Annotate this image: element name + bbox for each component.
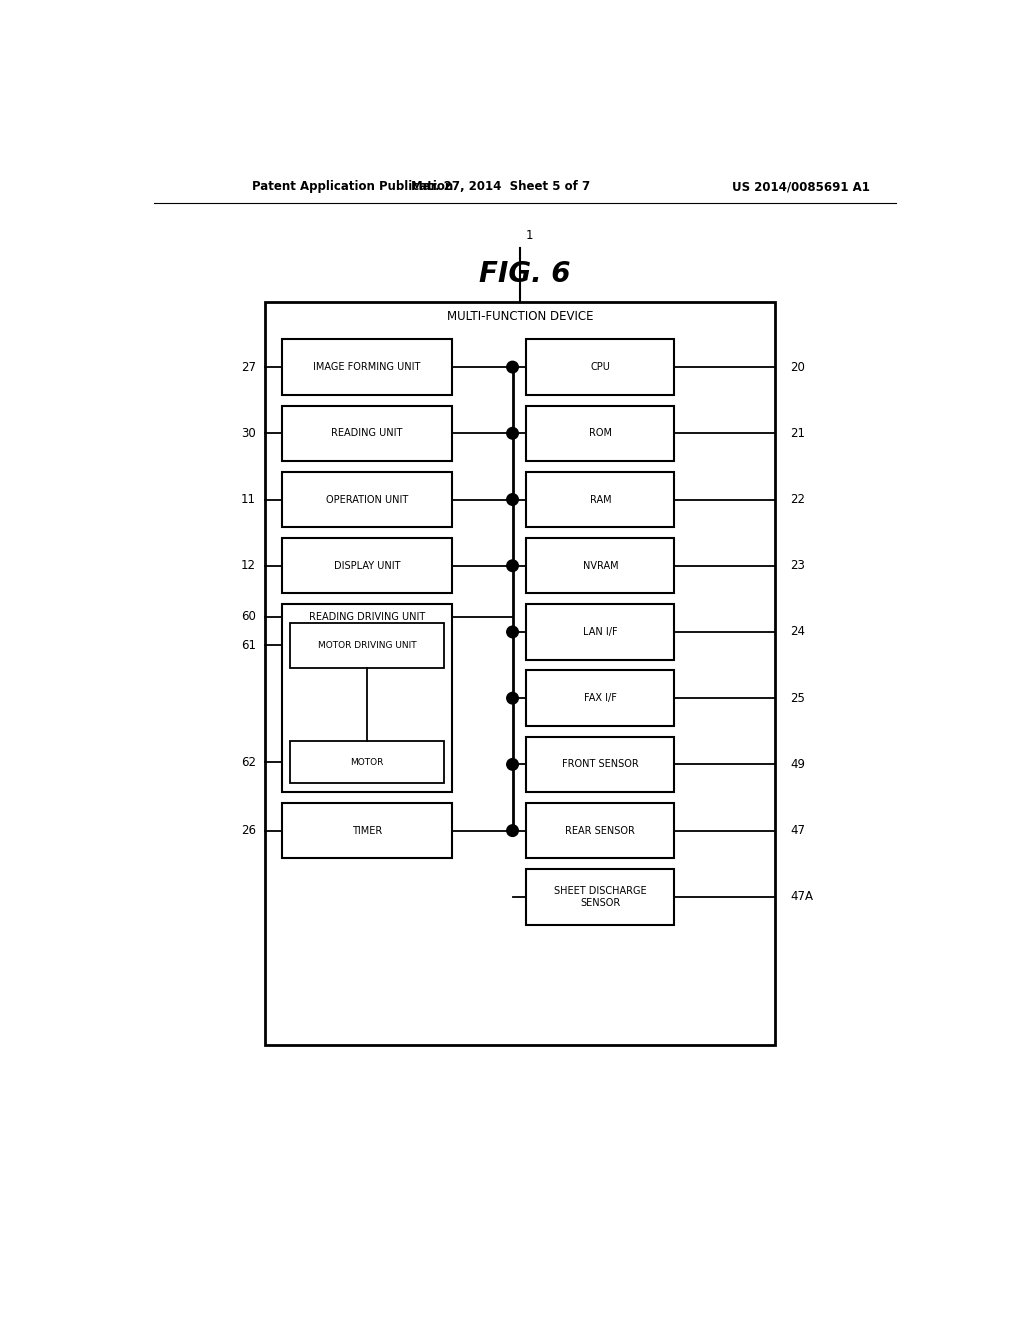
- Text: READING DRIVING UNIT: READING DRIVING UNIT: [309, 611, 425, 622]
- Text: FIG. 6: FIG. 6: [479, 260, 570, 288]
- Text: FRONT SENSOR: FRONT SENSOR: [562, 759, 639, 770]
- Text: CPU: CPU: [591, 362, 610, 372]
- Text: READING UNIT: READING UNIT: [331, 428, 402, 438]
- Bar: [526, 405, 674, 461]
- Bar: [283, 803, 452, 858]
- Bar: [290, 742, 444, 783]
- Bar: [265, 302, 775, 1045]
- Bar: [283, 339, 452, 395]
- Bar: [283, 539, 452, 594]
- Text: 23: 23: [791, 560, 805, 573]
- Bar: [526, 803, 674, 858]
- Text: FAX I/F: FAX I/F: [584, 693, 616, 704]
- Bar: [283, 405, 452, 461]
- Bar: [283, 471, 452, 527]
- Text: SHEET DISCHARGE
SENSOR: SHEET DISCHARGE SENSOR: [554, 886, 646, 908]
- Circle shape: [507, 560, 518, 572]
- Text: 12: 12: [241, 560, 256, 573]
- Text: TIMER: TIMER: [352, 825, 382, 836]
- Text: 62: 62: [241, 755, 256, 768]
- Text: NVRAM: NVRAM: [583, 561, 618, 570]
- Text: REAR SENSOR: REAR SENSOR: [565, 825, 635, 836]
- Text: 47: 47: [791, 824, 806, 837]
- Bar: [526, 737, 674, 792]
- Circle shape: [507, 759, 518, 770]
- Text: MOTOR DRIVING UNIT: MOTOR DRIVING UNIT: [317, 642, 417, 649]
- Circle shape: [507, 626, 518, 638]
- Text: 30: 30: [242, 426, 256, 440]
- Bar: [526, 339, 674, 395]
- Circle shape: [507, 494, 518, 506]
- Bar: [526, 471, 674, 527]
- Text: 25: 25: [791, 692, 805, 705]
- Text: LAN I/F: LAN I/F: [583, 627, 617, 638]
- Bar: [283, 605, 452, 792]
- Circle shape: [507, 693, 518, 704]
- Bar: [526, 869, 674, 924]
- Text: 24: 24: [791, 626, 806, 639]
- Circle shape: [507, 428, 518, 440]
- Text: US 2014/0085691 A1: US 2014/0085691 A1: [731, 181, 869, 194]
- Text: 20: 20: [791, 360, 805, 374]
- Text: MOTOR: MOTOR: [350, 758, 384, 767]
- Text: 49: 49: [791, 758, 806, 771]
- Text: 26: 26: [241, 824, 256, 837]
- Bar: [290, 623, 444, 668]
- Bar: [526, 605, 674, 660]
- Text: 11: 11: [241, 492, 256, 506]
- Bar: [526, 671, 674, 726]
- Text: DISPLAY UNIT: DISPLAY UNIT: [334, 561, 400, 570]
- Circle shape: [507, 362, 518, 372]
- Text: 1: 1: [525, 230, 534, 243]
- Text: RAM: RAM: [590, 495, 611, 504]
- Text: IMAGE FORMING UNIT: IMAGE FORMING UNIT: [313, 362, 421, 372]
- Text: ROM: ROM: [589, 428, 611, 438]
- Text: Mar. 27, 2014  Sheet 5 of 7: Mar. 27, 2014 Sheet 5 of 7: [411, 181, 590, 194]
- Text: 61: 61: [241, 639, 256, 652]
- Text: Patent Application Publication: Patent Application Publication: [252, 181, 454, 194]
- Bar: [526, 539, 674, 594]
- Text: 21: 21: [791, 426, 806, 440]
- Circle shape: [507, 825, 518, 837]
- Text: 47A: 47A: [791, 890, 813, 903]
- Text: 27: 27: [241, 360, 256, 374]
- Text: MULTI-FUNCTION DEVICE: MULTI-FUNCTION DEVICE: [446, 310, 594, 323]
- Text: 60: 60: [242, 610, 256, 623]
- Text: 22: 22: [791, 492, 806, 506]
- Text: OPERATION UNIT: OPERATION UNIT: [326, 495, 409, 504]
